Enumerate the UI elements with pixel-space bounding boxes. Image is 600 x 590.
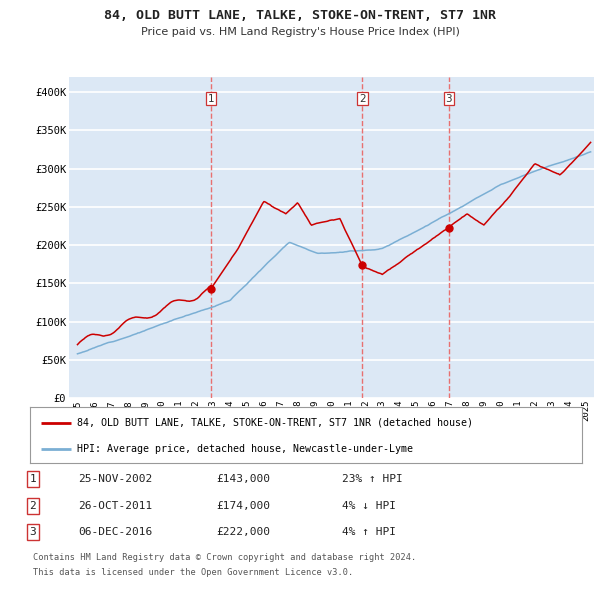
Text: 25-NOV-2002: 25-NOV-2002 (78, 474, 152, 484)
Text: 06-DEC-2016: 06-DEC-2016 (78, 527, 152, 537)
Text: 26-OCT-2011: 26-OCT-2011 (78, 501, 152, 510)
Text: 1: 1 (29, 474, 37, 484)
Text: Contains HM Land Registry data © Crown copyright and database right 2024.: Contains HM Land Registry data © Crown c… (33, 553, 416, 562)
Text: £222,000: £222,000 (216, 527, 270, 537)
Text: 4% ↑ HPI: 4% ↑ HPI (342, 527, 396, 537)
Text: 2: 2 (359, 94, 365, 103)
Text: 1: 1 (208, 94, 215, 103)
Text: 4% ↓ HPI: 4% ↓ HPI (342, 501, 396, 510)
Text: This data is licensed under the Open Government Licence v3.0.: This data is licensed under the Open Gov… (33, 568, 353, 577)
Text: £174,000: £174,000 (216, 501, 270, 510)
Text: 84, OLD BUTT LANE, TALKE, STOKE-ON-TRENT, ST7 1NR (detached house): 84, OLD BUTT LANE, TALKE, STOKE-ON-TRENT… (77, 418, 473, 428)
Text: £143,000: £143,000 (216, 474, 270, 484)
Text: HPI: Average price, detached house, Newcastle-under-Lyme: HPI: Average price, detached house, Newc… (77, 444, 413, 454)
Text: Price paid vs. HM Land Registry's House Price Index (HPI): Price paid vs. HM Land Registry's House … (140, 27, 460, 37)
Text: 23% ↑ HPI: 23% ↑ HPI (342, 474, 403, 484)
Text: 2: 2 (29, 501, 37, 510)
Text: 84, OLD BUTT LANE, TALKE, STOKE-ON-TRENT, ST7 1NR: 84, OLD BUTT LANE, TALKE, STOKE-ON-TRENT… (104, 9, 496, 22)
Text: 3: 3 (29, 527, 37, 537)
Text: 3: 3 (446, 94, 452, 103)
